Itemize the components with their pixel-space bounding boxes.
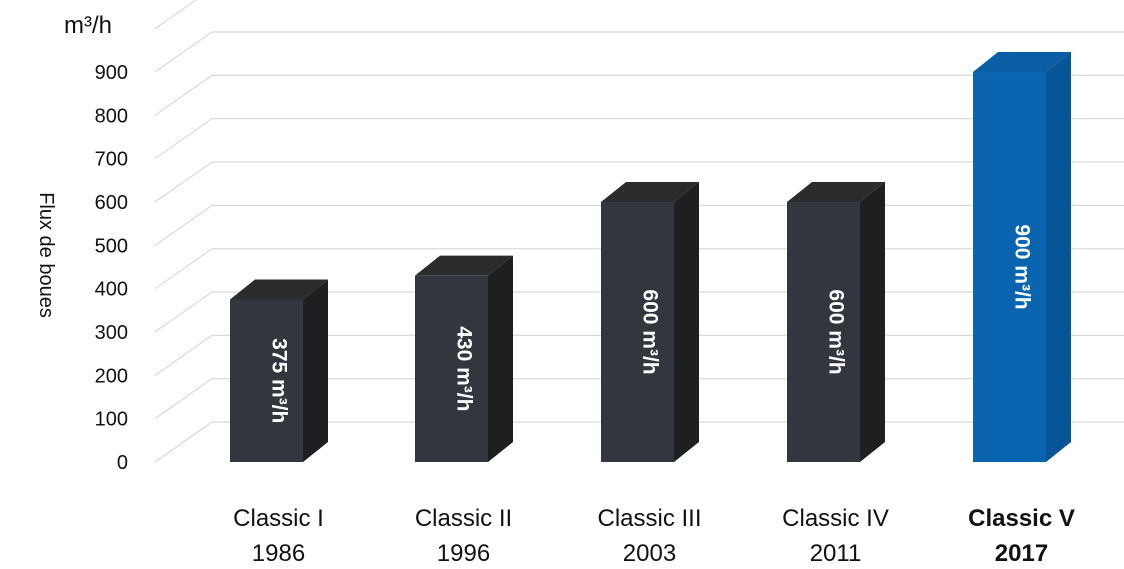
bar-side (1046, 52, 1071, 462)
gridlines (154, 0, 1124, 463)
gridline (154, 0, 197, 30)
bar: 375 m³/h (230, 279, 328, 462)
bar-front (230, 299, 303, 462)
bar-top (601, 182, 699, 203)
y-tick-label: 0 (117, 452, 128, 474)
x-category-year: 1996 (437, 540, 490, 567)
bar-top (787, 182, 885, 203)
x-category-year: 1986 (252, 540, 305, 567)
y-axis-unit: m³/h (64, 12, 112, 39)
bar-side (488, 255, 513, 462)
x-category-name: Classic I (233, 505, 324, 532)
bar-side (303, 279, 328, 462)
bar-front (601, 202, 674, 462)
bars: 375 m³/h 430 m³/h 600 m³/h 600 m³/h 900 m³/h (230, 52, 1071, 462)
y-tick-label: 200 (95, 365, 128, 387)
y-axis-label: Flux de boues (35, 192, 57, 318)
gridline (154, 161, 1124, 203)
bar-front (415, 275, 488, 462)
bar-data-label: 430 m³/h (453, 326, 476, 411)
y-tick-label: 400 (95, 279, 128, 301)
y-tick-label: 800 (95, 105, 128, 127)
bar-top (230, 279, 328, 300)
gridline (154, 31, 1124, 73)
bar-side (674, 182, 699, 462)
x-axis-categories: Classic I 1986 Classic II 1996 Classic III 20… (233, 505, 1075, 567)
bar: 600 m³/h (787, 182, 885, 462)
x-category-name: Classic III (597, 505, 701, 532)
y-tick-label: 600 (95, 192, 128, 214)
x-category-name: Classic IV (782, 505, 889, 532)
bar: 430 m³/h (415, 255, 513, 462)
gridline (154, 74, 1124, 116)
x-category-year: 2011 (810, 540, 862, 567)
bar: 900 m³/h (973, 52, 1071, 462)
bar-data-label: 900 m³/h (1011, 224, 1034, 309)
bar: 600 m³/h (601, 182, 699, 462)
x-category-year: 2003 (623, 540, 676, 567)
bar-data-label: 375 m³/h (268, 338, 291, 423)
y-tick-label: 500 (95, 235, 128, 257)
y-tick-label: 300 (95, 322, 128, 344)
bar-top (973, 52, 1071, 73)
y-tick-label: 100 (95, 409, 128, 431)
gridline (154, 118, 1124, 160)
bar-front (973, 72, 1046, 462)
y-tick-label: 900 (95, 62, 128, 84)
x-category-year: 2017 (995, 540, 1048, 567)
bar-data-label: 600 m³/h (825, 289, 848, 374)
bar-side (860, 182, 885, 462)
bar-data-label: 600 m³/h (639, 289, 662, 374)
x-category-name: Classic V (968, 505, 1075, 532)
x-category-name: Classic II (415, 505, 512, 532)
y-axis-ticks: 0 100 200 300 400 500 600 700 800 900 (95, 62, 128, 474)
y-tick-label: 700 (95, 149, 128, 171)
bar-top (415, 255, 513, 276)
bar-front (787, 202, 860, 462)
